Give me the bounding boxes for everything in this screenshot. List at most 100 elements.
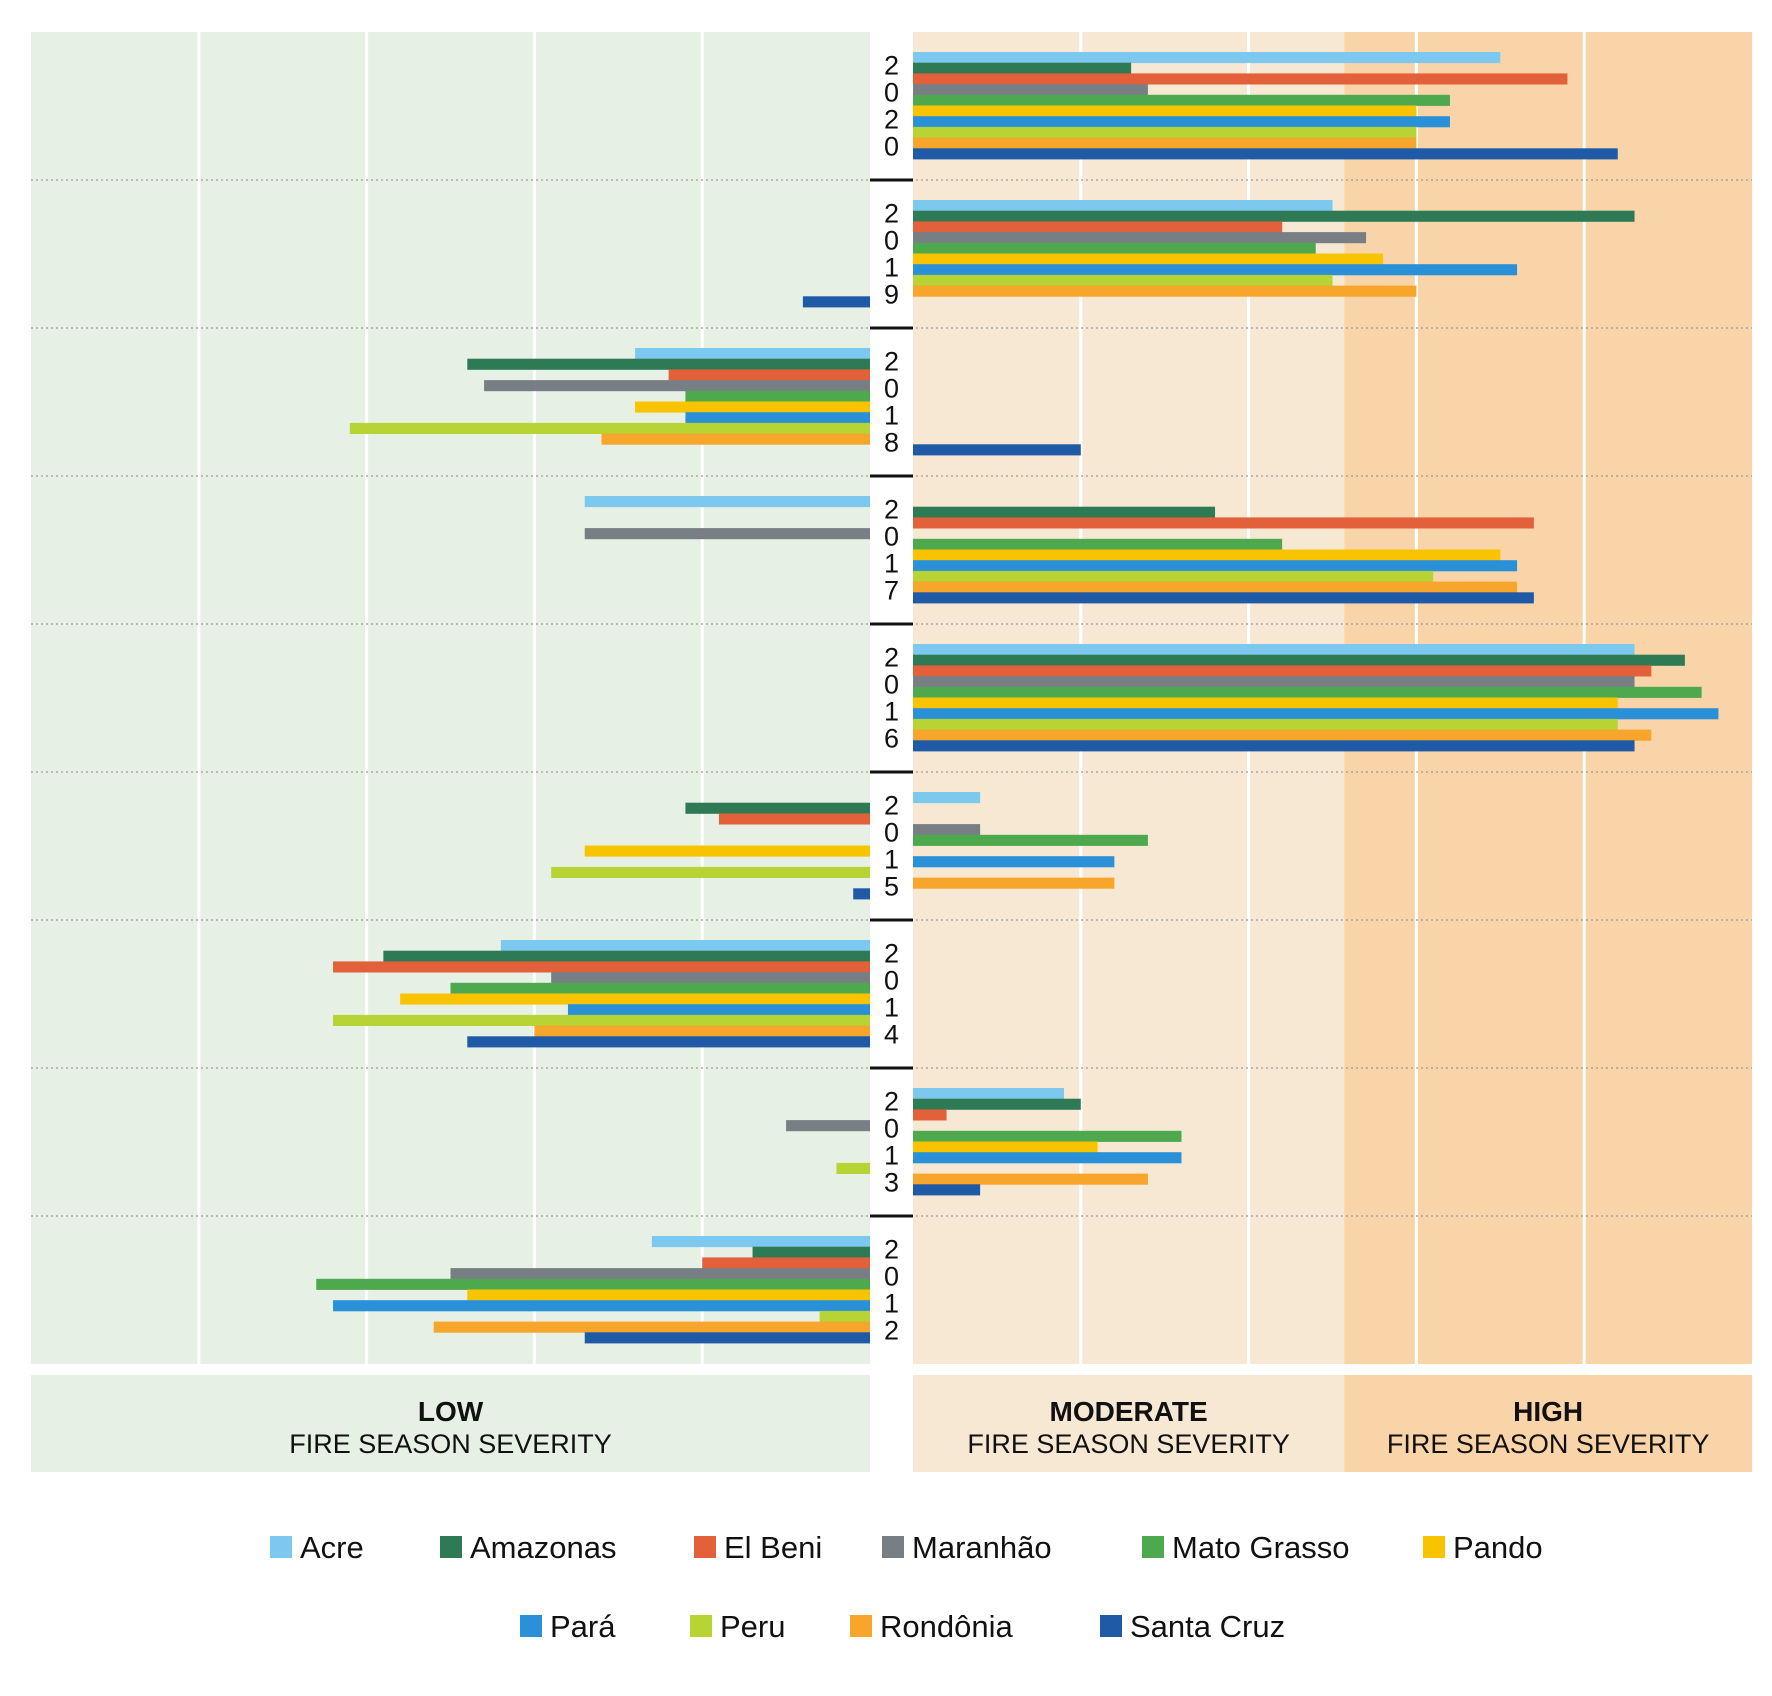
year-label-2012: 2 — [884, 1235, 899, 1265]
bar-2013-rondonia — [913, 1173, 1148, 1185]
year-label-2014: 1 — [884, 993, 899, 1023]
year-label-2020: 2 — [884, 105, 899, 135]
year-label-2013: 0 — [884, 1114, 899, 1144]
bar-2014-para — [567, 1004, 870, 1016]
bar-2017-pando — [913, 549, 1501, 561]
band-strip-moderate — [913, 1375, 1345, 1472]
band-sublabel-high: FIRE SEASON SEVERITY — [1387, 1429, 1710, 1459]
year-label-2017: 0 — [884, 522, 899, 552]
year-label-2015: 0 — [884, 818, 899, 848]
bar-2017-amazonas — [913, 506, 1216, 518]
bar-2015-amazonas — [685, 802, 870, 814]
legend-label-acre: Acre — [300, 1530, 364, 1565]
year-label-2015: 2 — [884, 791, 899, 821]
bar-2014-el-beni — [333, 961, 870, 973]
bar-2020-el-beni — [913, 73, 1568, 85]
year-label-2016: 1 — [884, 697, 899, 727]
bar-2020-pando — [913, 105, 1417, 117]
bar-2015-peru — [551, 866, 870, 878]
year-label-2018: 2 — [884, 347, 899, 377]
bar-2013-el-beni — [913, 1109, 947, 1121]
bar-2014-rondonia — [534, 1025, 870, 1037]
year-label-2012: 2 — [884, 1316, 899, 1346]
year-label-2019: 2 — [884, 199, 899, 229]
year-label-2013: 1 — [884, 1141, 899, 1171]
band-label-low: LOW — [418, 1396, 484, 1427]
year-label-2017: 2 — [884, 495, 899, 525]
bar-2012-el-beni — [702, 1257, 870, 1269]
bar-2014-peru — [333, 1014, 870, 1026]
year-label-2016: 6 — [884, 724, 899, 754]
bar-2020-maranhao — [913, 84, 1148, 96]
bar-2012-amazonas — [752, 1246, 870, 1258]
bar-2018-peru — [349, 422, 870, 434]
bar-2017-mato-grasso — [913, 538, 1283, 550]
bar-2015-acre — [913, 792, 981, 804]
bar-2018-mato-grasso — [685, 390, 870, 402]
bar-2016-santa-cruz — [913, 740, 1635, 752]
legend-swatch-peru — [690, 1615, 712, 1637]
bar-2013-mato-grasso — [913, 1130, 1182, 1142]
legend-label-rondonia: Rondônia — [880, 1609, 1013, 1644]
bar-2019-pando — [913, 253, 1383, 265]
bar-2019-amazonas — [913, 210, 1635, 222]
bar-2017-para — [913, 560, 1518, 572]
bar-2018-rondonia — [601, 433, 870, 445]
legend-swatch-santa-cruz — [1100, 1615, 1122, 1637]
legend-label-pando: Pando — [1453, 1530, 1543, 1565]
bar-2019-santa-cruz — [802, 296, 870, 308]
year-label-2016: 0 — [884, 670, 899, 700]
legend-label-el-beni: El Beni — [724, 1530, 822, 1565]
year-label-2015: 5 — [884, 872, 899, 902]
bar-2013-santa-cruz — [913, 1184, 981, 1196]
year-label-2017: 1 — [884, 549, 899, 579]
band-strip-high — [1344, 1375, 1752, 1472]
bar-2017-el-beni — [913, 517, 1534, 529]
legend: Acre Amazonas El Beni Maranhão Mato Grasso Pa… — [270, 1530, 1543, 1644]
band-label-moderate: MODERATE — [1050, 1396, 1208, 1427]
bar-2016-pando — [913, 697, 1618, 709]
year-label-2012: 1 — [884, 1289, 899, 1319]
bar-2012-santa-cruz — [584, 1332, 870, 1344]
bar-2012-maranhao — [450, 1268, 870, 1280]
bar-2014-acre — [500, 940, 870, 952]
legend-swatch-pando — [1423, 1536, 1445, 1558]
year-label-2013: 3 — [884, 1168, 899, 1198]
bar-2020-mato-grasso — [913, 94, 1450, 106]
bar-2017-peru — [913, 570, 1434, 582]
legend-swatch-para — [520, 1615, 542, 1637]
bar-2020-amazonas — [913, 62, 1132, 74]
year-label-2019: 0 — [884, 226, 899, 256]
legend-swatch-rondonia — [850, 1615, 872, 1637]
year-label-2013: 2 — [884, 1087, 899, 1117]
bar-2014-santa-cruz — [467, 1036, 870, 1048]
bar-2012-rondonia — [433, 1321, 870, 1333]
bar-2020-acre — [913, 52, 1501, 64]
legend-swatch-el-beni — [694, 1536, 716, 1558]
legend-label-santa-cruz: Santa Cruz — [1130, 1609, 1285, 1644]
bar-2017-maranhao — [584, 528, 870, 540]
bar-2016-el-beni — [913, 665, 1652, 677]
bar-2019-maranhao — [913, 232, 1367, 244]
bar-2019-mato-grasso — [913, 242, 1316, 254]
bars — [316, 52, 1719, 1344]
year-label-2012: 0 — [884, 1262, 899, 1292]
bar-2013-para — [913, 1152, 1182, 1164]
legend-swatch-acre — [270, 1536, 292, 1558]
legend-label-mato-grasso: Mato Grasso — [1172, 1530, 1349, 1565]
bar-2018-acre — [635, 348, 870, 360]
bar-2020-para — [913, 116, 1450, 128]
bar-2019-rondonia — [913, 285, 1417, 297]
bar-2018-maranhao — [484, 380, 870, 392]
band-label-high: HIGH — [1513, 1396, 1583, 1427]
band-sublabel-low: FIRE SEASON SEVERITY — [289, 1429, 612, 1459]
bar-2015-maranhao — [913, 824, 981, 836]
year-label-2019: 1 — [884, 253, 899, 283]
bar-2012-pando — [467, 1289, 870, 1301]
year-label-2014: 4 — [884, 1020, 899, 1050]
year-label-2016: 2 — [884, 643, 899, 673]
bar-2013-pando — [913, 1141, 1098, 1153]
year-label-2019: 9 — [884, 280, 899, 310]
